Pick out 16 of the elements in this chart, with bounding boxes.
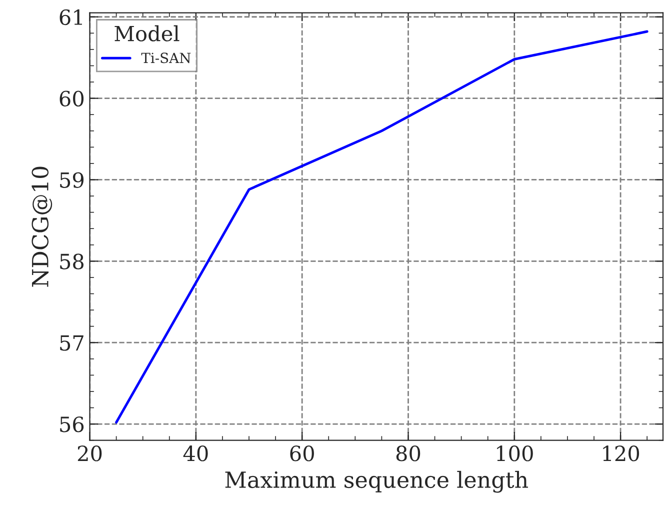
x-tick-label: 80: [396, 446, 420, 462]
x-axis-title: Maximum sequence length: [225, 470, 528, 493]
y-axis-title: NDCG@10: [32, 166, 52, 287]
legend-label: Ti-SAN: [141, 52, 191, 64]
x-tick-label: 40: [183, 446, 208, 462]
x-tick-label: 100: [497, 446, 533, 462]
x-tick-label: 120: [603, 446, 640, 462]
legend-title: Model: [114, 25, 180, 42]
y-tick-label: 56: [60, 416, 84, 432]
y-tick-label: 59: [60, 172, 84, 188]
y-tick-label: 60: [60, 90, 84, 107]
x-tick-label: 20: [78, 446, 102, 462]
y-tick-label: 61: [60, 9, 82, 26]
y-tick-label: 57: [60, 335, 84, 351]
x-tick-label: 60: [290, 446, 314, 462]
y-tick-label: 58: [60, 254, 84, 270]
